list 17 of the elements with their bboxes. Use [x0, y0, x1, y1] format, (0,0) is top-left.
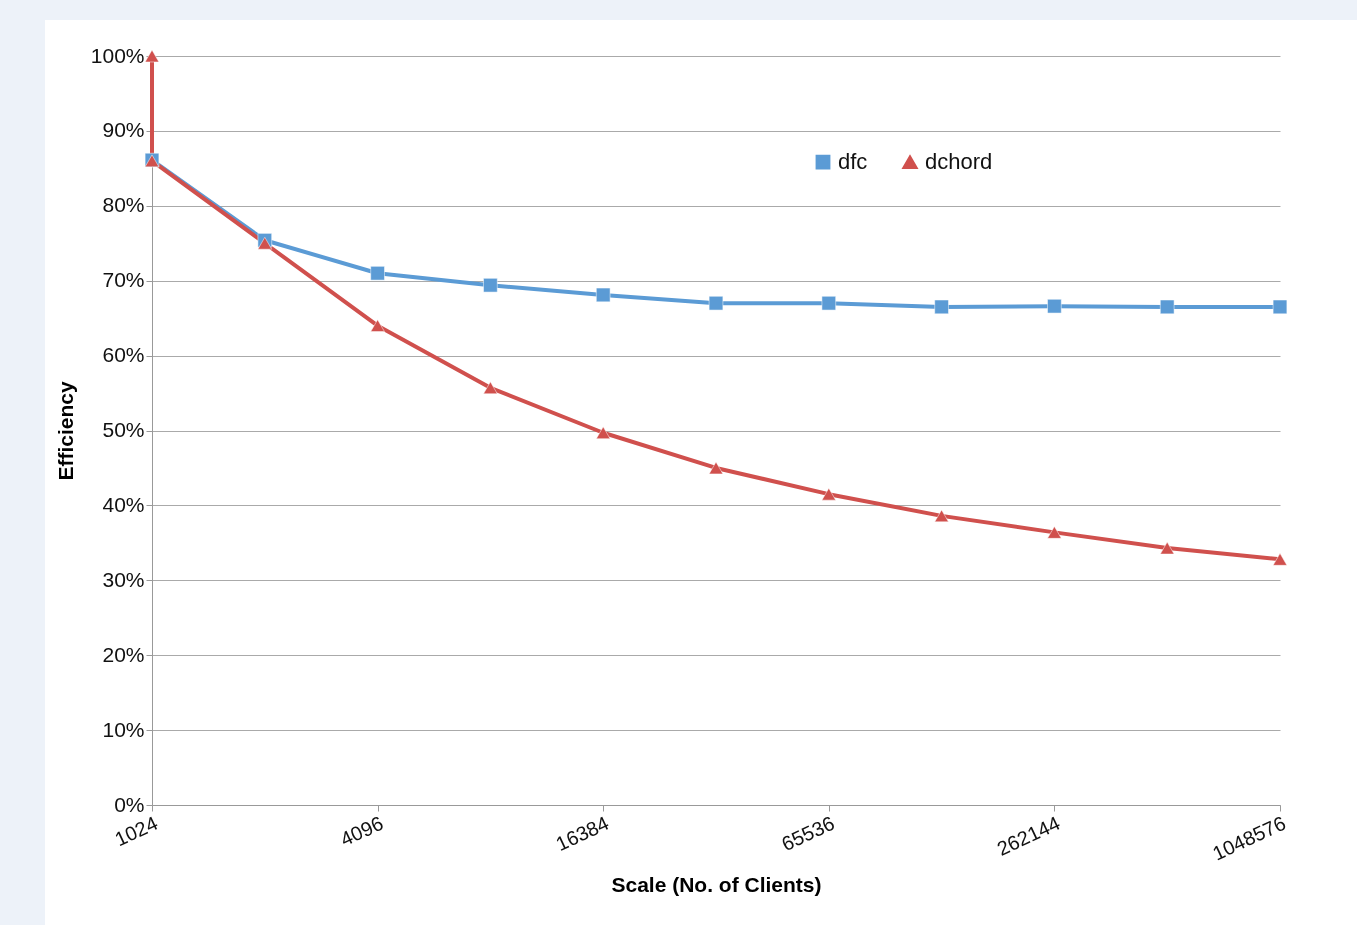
- x-tick-label: 4096: [336, 811, 387, 851]
- y-tick-label: 60%: [102, 343, 145, 367]
- x-tick-label: 65536: [778, 811, 838, 856]
- y-tick-label: 90%: [102, 118, 145, 142]
- y-tick-label: 100%: [90, 43, 145, 67]
- y-tick-label: 80%: [102, 193, 145, 217]
- y-tick-label: 40%: [102, 492, 145, 516]
- y-axis-title: Efficiency: [53, 381, 77, 481]
- y-tick-label: 50%: [102, 418, 145, 441]
- x-tick-label: 16384: [552, 811, 613, 856]
- legend-label: dfc: [838, 149, 868, 175]
- y-tick-label: 10%: [102, 717, 145, 741]
- y-tick-label: 70%: [102, 268, 145, 292]
- x-axis-title: Scale (No. of Clients): [611, 872, 822, 896]
- legend-label: dchord: [925, 149, 993, 175]
- y-tick-label: 20%: [102, 642, 145, 666]
- y-tick-label: 30%: [102, 567, 145, 591]
